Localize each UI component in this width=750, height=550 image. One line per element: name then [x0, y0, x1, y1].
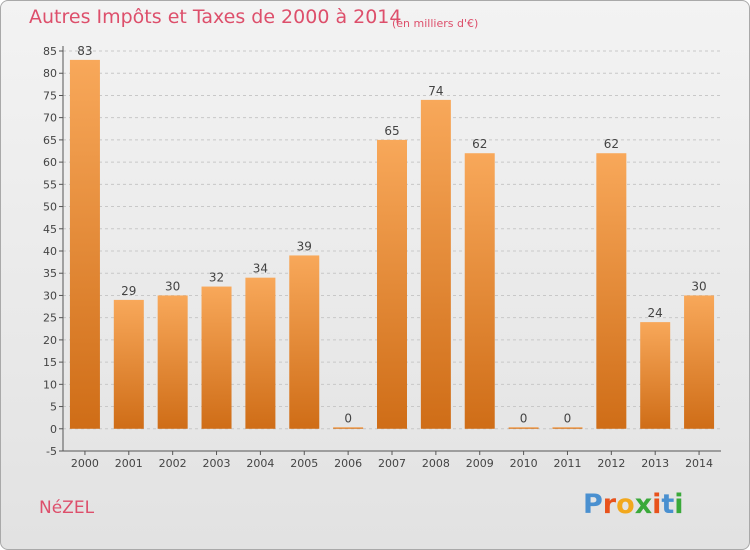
- bar-2011: [552, 427, 583, 429]
- data-label-2005: 39: [297, 239, 312, 253]
- logo-letter: i: [674, 489, 684, 520]
- logo-letter: i: [652, 489, 662, 520]
- bar-2000: [69, 59, 100, 429]
- data-label-2010: 0: [520, 411, 528, 425]
- data-label-2014: 30: [691, 279, 706, 293]
- bar-2001: [113, 299, 144, 429]
- x-tick-label-2006: 2006: [334, 457, 362, 470]
- x-tick-label-2004: 2004: [246, 457, 274, 470]
- y-tick-label: 0: [50, 423, 57, 436]
- y-tick-label: 65: [43, 134, 57, 147]
- bar-2010: [508, 427, 539, 429]
- y-tick-label: 55: [43, 178, 57, 191]
- x-tick-label-2008: 2008: [422, 457, 450, 470]
- y-tick-label: 5: [50, 401, 57, 414]
- x-tick-label-2014: 2014: [685, 457, 713, 470]
- y-tick-label: 25: [43, 312, 57, 325]
- bar-2003: [201, 286, 232, 429]
- logo-letter: x: [634, 489, 653, 520]
- chart-subtitle: (en milliers d'€): [392, 17, 479, 30]
- bar-2006: [333, 427, 364, 429]
- bar-2013: [640, 322, 671, 429]
- y-tick-label: 85: [43, 45, 57, 58]
- y-tick-label: -5: [46, 445, 57, 458]
- data-label-2008: 74: [428, 84, 443, 98]
- bar-2012: [596, 153, 627, 429]
- x-tick-label-2010: 2010: [510, 457, 538, 470]
- data-label-2002: 30: [165, 279, 180, 293]
- logo-letter: t: [661, 489, 675, 520]
- bar-2009: [464, 153, 495, 429]
- y-tick-label: 10: [43, 378, 57, 391]
- x-tick-label-2011: 2011: [553, 457, 581, 470]
- data-label-2006: 0: [344, 411, 352, 425]
- logo-letter: r: [602, 489, 617, 520]
- x-tick-label-2001: 2001: [115, 457, 143, 470]
- data-label-2007: 65: [384, 124, 399, 138]
- y-tick-label: 45: [43, 223, 57, 236]
- y-tick-label: 60: [43, 156, 57, 169]
- y-tick-label: 20: [43, 334, 57, 347]
- x-tick-label-2003: 2003: [203, 457, 231, 470]
- bar-2005: [289, 255, 320, 429]
- y-tick-label: 35: [43, 267, 57, 280]
- x-tick-label-2007: 2007: [378, 457, 406, 470]
- data-label-2009: 62: [472, 137, 487, 151]
- x-tick-label-2013: 2013: [641, 457, 669, 470]
- y-tick-label: 75: [43, 89, 57, 102]
- x-tick-label-2012: 2012: [597, 457, 625, 470]
- proxiti-logo: Proxiti: [583, 489, 684, 520]
- y-tick-label: 80: [43, 67, 57, 80]
- data-label-2012: 62: [604, 137, 619, 151]
- bar-2004: [245, 277, 276, 429]
- x-tick-label-2002: 2002: [159, 457, 187, 470]
- bar-2007: [377, 139, 407, 429]
- data-label-2011: 0: [564, 411, 572, 425]
- y-tick-label: 15: [43, 356, 57, 369]
- commune-name: NéZEL: [39, 498, 95, 518]
- bar-2008: [420, 99, 451, 429]
- chart-title: Autres Impôts et Taxes de 2000 à 2014: [29, 6, 402, 28]
- x-tick-label-2000: 2000: [71, 457, 99, 470]
- x-tick-label-2009: 2009: [466, 457, 494, 470]
- logo-letter: P: [583, 489, 603, 520]
- y-tick-label: 50: [43, 201, 57, 214]
- data-label-2003: 32: [209, 271, 224, 285]
- logo-letter: o: [616, 489, 635, 520]
- bar-2002: [157, 295, 188, 429]
- y-tick-label: 40: [43, 245, 57, 258]
- bar-2014: [684, 295, 715, 429]
- data-label-2013: 24: [648, 306, 663, 320]
- data-label-2000: 83: [77, 44, 92, 58]
- x-tick-label-2005: 2005: [290, 457, 318, 470]
- y-tick-label: 30: [43, 289, 57, 302]
- data-label-2004: 34: [253, 262, 268, 276]
- data-label-2001: 29: [121, 284, 136, 298]
- y-tick-label: 70: [43, 112, 57, 125]
